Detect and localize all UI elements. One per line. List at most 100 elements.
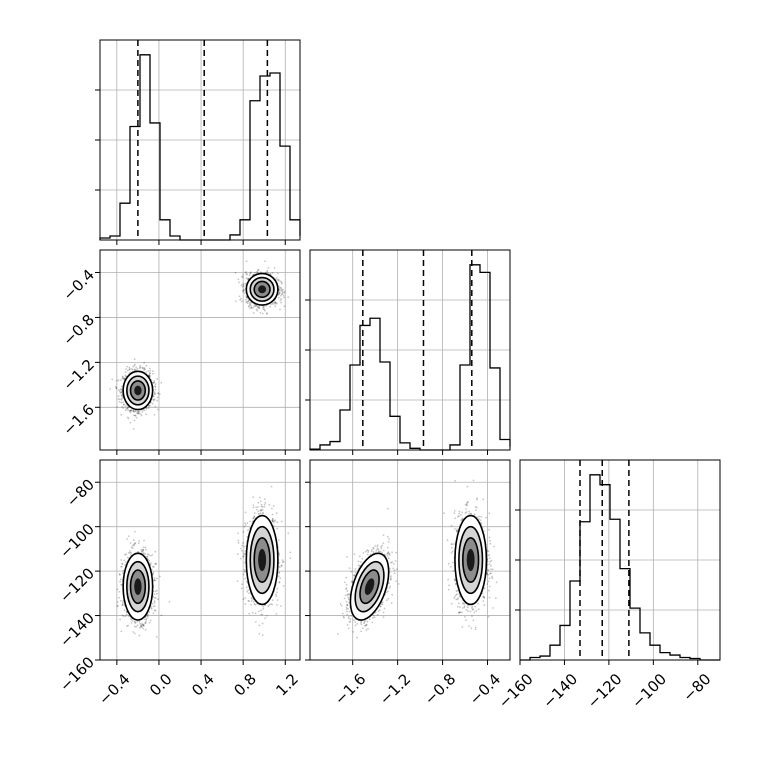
sample-point	[143, 624, 145, 626]
sample-point	[122, 602, 124, 605]
sample-point	[120, 559, 123, 561]
sample-point	[124, 374, 127, 377]
sample-point	[245, 301, 248, 304]
sample-point	[132, 428, 135, 430]
sample-point	[120, 391, 123, 394]
sample-point	[237, 542, 240, 544]
sample-point	[148, 373, 151, 376]
sample-point	[141, 626, 144, 628]
sample-point	[121, 562, 124, 565]
sample-point	[129, 409, 132, 412]
sample-point	[270, 303, 272, 306]
sample-point	[277, 280, 280, 282]
sample-point	[276, 302, 278, 305]
sample-point	[260, 613, 262, 616]
sample-point	[145, 413, 148, 416]
sample-point	[152, 565, 154, 568]
sample-point	[151, 402, 154, 405]
sample-point	[243, 289, 246, 292]
y-tick: −0.4	[60, 266, 100, 304]
sample-point	[248, 612, 251, 615]
sample-point	[153, 596, 156, 599]
x-tick: −120	[584, 660, 626, 712]
sample-point	[155, 577, 158, 580]
sample-point	[141, 623, 144, 625]
sample-point	[148, 554, 151, 556]
sample-point	[153, 382, 155, 384]
sample-point	[153, 579, 156, 581]
sample-point	[116, 406, 118, 408]
sample-point	[134, 368, 136, 371]
sample-point	[252, 312, 255, 314]
sample-point	[109, 388, 112, 390]
sample-point	[245, 277, 248, 280]
sample-point	[259, 500, 262, 503]
sample-point	[258, 513, 261, 515]
sample-point	[123, 403, 125, 406]
sample-point	[238, 295, 241, 298]
x-tick: −80	[679, 660, 715, 705]
sample-point	[125, 553, 127, 556]
sample-point	[283, 296, 286, 299]
sample-point	[273, 267, 276, 269]
sample-point	[157, 392, 160, 394]
sample-point	[122, 615, 125, 617]
sample-point	[149, 619, 152, 622]
sample-point	[137, 551, 139, 553]
sample-point	[253, 515, 256, 518]
sample-point	[129, 368, 131, 370]
sample-point	[122, 572, 124, 574]
sample-point	[250, 306, 253, 309]
sample-point	[129, 552, 131, 554]
sample-point	[153, 600, 156, 603]
sample-point	[245, 295, 248, 298]
sample-point	[116, 379, 118, 382]
sample-point	[254, 603, 257, 606]
sample-point	[279, 286, 282, 289]
sample-point	[240, 275, 243, 278]
sample-point	[257, 506, 259, 508]
sample-point	[280, 520, 283, 523]
sample-point	[158, 393, 161, 396]
sample-point	[130, 409, 133, 412]
sample-point	[160, 614, 163, 617]
sample-point	[257, 271, 259, 274]
y-tick: −0.8	[60, 311, 100, 349]
sample-point	[134, 409, 137, 412]
sample-point	[281, 291, 284, 294]
sample-point	[133, 419, 136, 422]
sample-point	[151, 370, 154, 372]
sample-point	[154, 590, 157, 593]
sample-point	[259, 271, 262, 274]
sample-point	[141, 550, 144, 553]
sample-point	[243, 292, 246, 294]
sample-point	[139, 624, 142, 627]
sample-point	[141, 410, 144, 413]
sample-point	[118, 573, 121, 576]
sample-point	[121, 563, 124, 565]
sample-point	[143, 367, 146, 370]
sample-point	[278, 291, 281, 294]
sample-point	[242, 289, 244, 292]
sample-point	[121, 604, 124, 607]
sample-point	[123, 378, 125, 380]
sample-point	[244, 522, 246, 525]
sample-point	[144, 628, 147, 631]
sample-point	[122, 569, 125, 572]
sample-point	[143, 409, 146, 412]
sample-point	[134, 414, 137, 417]
y-tick: −1.6	[60, 401, 100, 439]
sample-point	[244, 282, 247, 285]
sample-point	[140, 548, 143, 551]
sample-point	[242, 284, 245, 286]
y-tick: −1.2	[60, 356, 100, 394]
sample-point	[261, 613, 264, 616]
sample-point	[116, 588, 119, 591]
sample-point	[272, 517, 274, 520]
sample-point	[259, 509, 262, 512]
sample-point	[271, 271, 274, 274]
sample-point	[274, 305, 277, 308]
sample-point	[142, 624, 145, 627]
sample-point	[131, 368, 134, 371]
sample-point	[121, 614, 124, 617]
